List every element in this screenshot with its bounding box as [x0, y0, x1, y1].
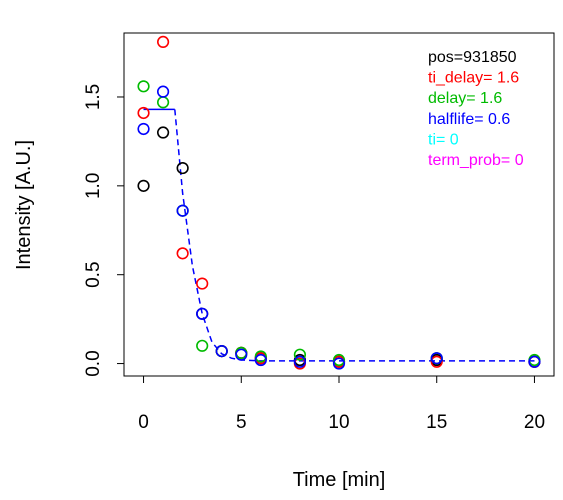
- x-axis-title: Time [min]: [293, 469, 386, 491]
- legend-entry: halflife= 0.6: [428, 111, 510, 128]
- legend-entry: pos=931850: [428, 49, 517, 66]
- data-point: [254, 353, 267, 367]
- data-point: [293, 355, 307, 368]
- y-tick-label: 0.5: [83, 261, 104, 287]
- fit-line: [143, 108, 535, 362]
- data-point: [293, 348, 307, 361]
- x-tick-label: 20: [524, 412, 545, 433]
- data-point: [137, 80, 150, 93]
- legend-entry: delay= 1.6: [428, 90, 502, 107]
- data-point: [176, 247, 189, 260]
- x-tick-label: 15: [426, 412, 447, 433]
- data-point: [196, 307, 209, 320]
- data-point: [215, 345, 228, 358]
- fit-line-decay: [174, 109, 535, 362]
- legend: pos=931850 ti_delay= 1.6 delay= 1.6 halflif…: [428, 49, 524, 169]
- data-point: [254, 350, 267, 363]
- legend-entry: term_prob= 0: [428, 152, 524, 169]
- data-point: [528, 355, 541, 368]
- y-axis-title: Intensity [A.U.]: [13, 140, 35, 270]
- data-point: [156, 85, 170, 98]
- data-point: [137, 179, 150, 192]
- data-point: [430, 352, 443, 365]
- x-tick-label: 5: [236, 412, 247, 433]
- data-point: [156, 126, 170, 139]
- data-point: [176, 161, 189, 175]
- data-point: [196, 277, 209, 290]
- y-tick-label: 1.5: [83, 84, 104, 110]
- legend-entry: ti_delay= 1.6: [428, 70, 519, 87]
- data-point: [235, 348, 248, 361]
- x-axis: 0 5 10 15 20: [138, 376, 545, 433]
- data-point: [196, 339, 209, 352]
- data-point: [430, 355, 443, 368]
- data-point: [156, 35, 170, 48]
- y-tick-label: 1.0: [83, 173, 104, 199]
- legend-entry: ti= 0: [428, 131, 459, 148]
- data-point: [137, 122, 150, 136]
- data-point: [332, 353, 346, 367]
- x-tick-label: 0: [138, 412, 149, 433]
- data-point: [332, 357, 346, 370]
- data-points: [137, 35, 541, 370]
- x-tick-label: 10: [328, 412, 349, 433]
- data-point: [137, 106, 150, 120]
- data-point: [156, 96, 170, 109]
- y-tick-label: 0.0: [83, 350, 104, 376]
- y-axis: 0.0 0.5 1.0 1.5: [83, 84, 124, 377]
- data-point: [176, 204, 189, 217]
